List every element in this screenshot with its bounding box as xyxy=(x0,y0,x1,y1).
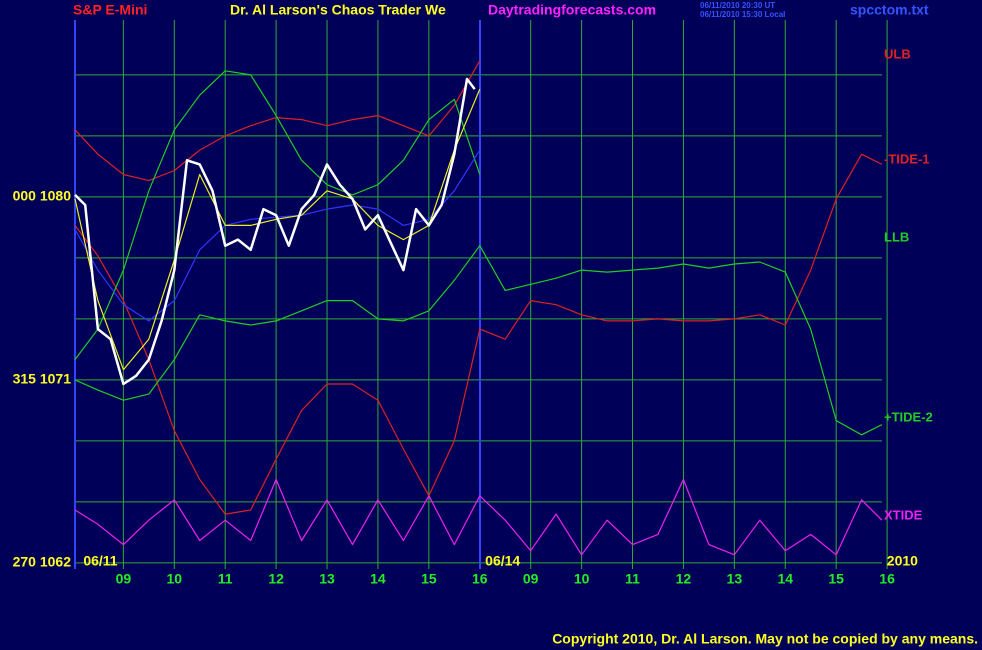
x-tick-label: 13 xyxy=(727,571,743,587)
y-tick-label: 270 1062 xyxy=(13,554,72,570)
series-line xyxy=(74,60,481,182)
file-name: spcctom.txt xyxy=(850,2,929,18)
time-ut: 06/11/2010 20:30 UT xyxy=(700,1,775,10)
x-tick-label: 11 xyxy=(625,571,640,587)
legend-label: ULB xyxy=(884,46,911,61)
site: Daytradingforecasts.com xyxy=(488,2,656,18)
x-tick-label: 14 xyxy=(370,571,386,587)
x-tick-label: 12 xyxy=(676,571,692,587)
x-tick-label: 16 xyxy=(472,571,488,587)
symbol: S&P E-Mini xyxy=(73,2,147,18)
x-tick-label: 09 xyxy=(116,571,132,587)
grid xyxy=(75,20,888,569)
series-lines xyxy=(74,60,883,556)
x-tick-label: 13 xyxy=(319,571,335,587)
legend-label: LLB xyxy=(884,229,909,244)
date-label: 06/11 xyxy=(83,553,117,569)
x-tick-label: 14 xyxy=(777,571,793,587)
y-tick-label: 315 1071 xyxy=(13,371,72,387)
legend-label: -TIDE-1 xyxy=(884,151,930,166)
series-line xyxy=(74,245,883,436)
date-label: 2010 xyxy=(887,553,918,569)
copyright: Copyright 2010, Dr. Al Larson. May not b… xyxy=(552,631,978,647)
x-tick-label: 15 xyxy=(828,571,844,587)
series-line xyxy=(74,77,476,386)
series-line xyxy=(74,153,883,515)
x-tick-label: 11 xyxy=(218,571,233,587)
x-tick-label: 15 xyxy=(421,571,437,587)
time-local: 06/11/2010 15:30 Local xyxy=(700,10,785,19)
x-tick-label: 10 xyxy=(166,571,182,587)
legend-label: XTIDE xyxy=(884,507,923,522)
x-tick-label: 12 xyxy=(268,571,284,587)
x-tick-label: 09 xyxy=(523,571,539,587)
y-tick-label: 000 1080 xyxy=(13,188,72,204)
date-label: 06/14 xyxy=(485,553,520,569)
x-tick-label: 16 xyxy=(879,571,895,587)
x-tick-label: 10 xyxy=(574,571,590,587)
series-line xyxy=(74,70,481,360)
chart-title: Dr. Al Larson's Chaos Trader We xyxy=(230,2,446,18)
legend-label: +TIDE-2 xyxy=(884,409,933,424)
series-line xyxy=(74,478,883,556)
